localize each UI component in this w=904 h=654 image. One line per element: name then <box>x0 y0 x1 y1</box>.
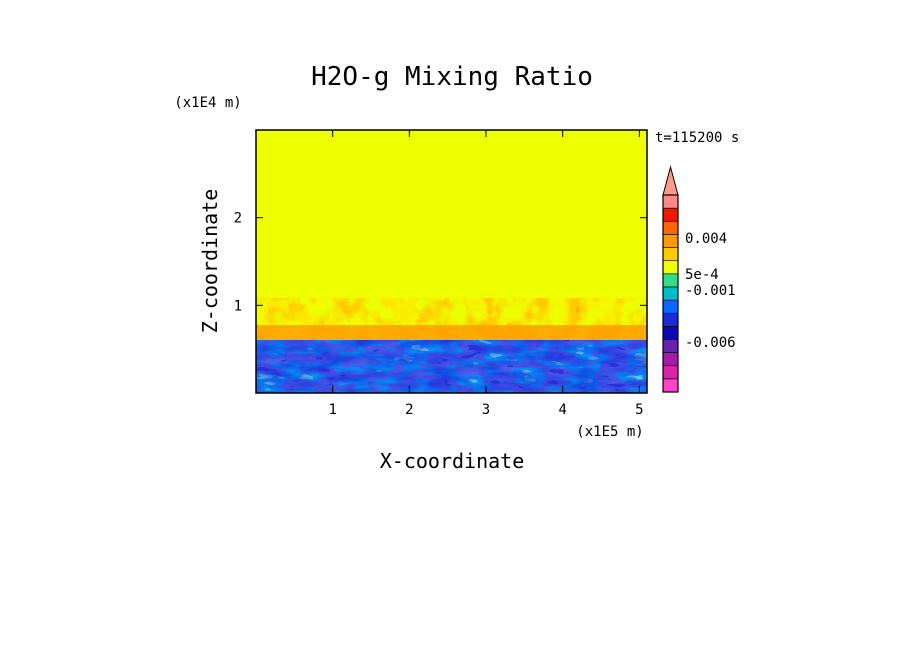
x-tick-label: 2 <box>405 402 413 418</box>
colorbar-segment <box>662 273 679 288</box>
colorbar-segment <box>662 312 679 327</box>
colorbar-segment <box>662 260 679 275</box>
colorbar-segment <box>662 299 679 314</box>
plot-frame <box>255 129 648 394</box>
y-axis-label: Z-coordinate <box>198 189 222 334</box>
colorbar-segment <box>662 194 679 209</box>
colorbar-extend-arrow <box>662 165 679 196</box>
time-label: t=115200 s <box>655 130 739 146</box>
colorbar-segment <box>662 326 679 340</box>
turbulent-layer-texture <box>256 340 647 393</box>
y-tick-label: 1 <box>234 298 242 314</box>
colorbar-segment <box>662 234 679 248</box>
colorbar-segment <box>662 339 679 353</box>
chart-title: H2O-g Mixing Ratio <box>311 62 593 92</box>
colorbar-tick-label: 0.004 <box>685 231 727 247</box>
x-tick-label: 5 <box>635 402 643 418</box>
colorbar-segment <box>662 365 679 380</box>
colorbar: 0.004 5e-4-0.001 -0.006 <box>662 165 736 393</box>
colorbar-tick-label: -0.001 <box>685 283 736 299</box>
colorbar-segment <box>662 220 679 235</box>
plume-base <box>256 325 647 343</box>
colorbar-tick-label: 5e-4 <box>685 267 719 283</box>
colorbar-frame <box>662 194 679 393</box>
colorbar-tick-label: -0.006 <box>685 335 736 351</box>
y-unit-label: (x1E4 m) <box>174 95 241 111</box>
x-tick-label: 1 <box>328 402 336 418</box>
x-tick-label: 4 <box>558 402 566 418</box>
plot-area <box>256 130 647 393</box>
colorbar-segment <box>662 247 679 261</box>
colorbar-segment <box>662 207 679 222</box>
x-axis-label: X-coordinate <box>380 449 525 473</box>
y-tick-label: 2 <box>234 211 242 227</box>
x-tick-label: 3 <box>482 402 490 418</box>
colorbar-segment <box>662 352 679 367</box>
y-axis: 12 <box>234 211 647 314</box>
colorbar-segment <box>662 286 679 301</box>
x-axis: 1 2 3 4 5 <box>328 130 644 418</box>
x-unit-label: (x1E5 m) <box>576 424 643 440</box>
colorbar-segment <box>662 378 679 393</box>
